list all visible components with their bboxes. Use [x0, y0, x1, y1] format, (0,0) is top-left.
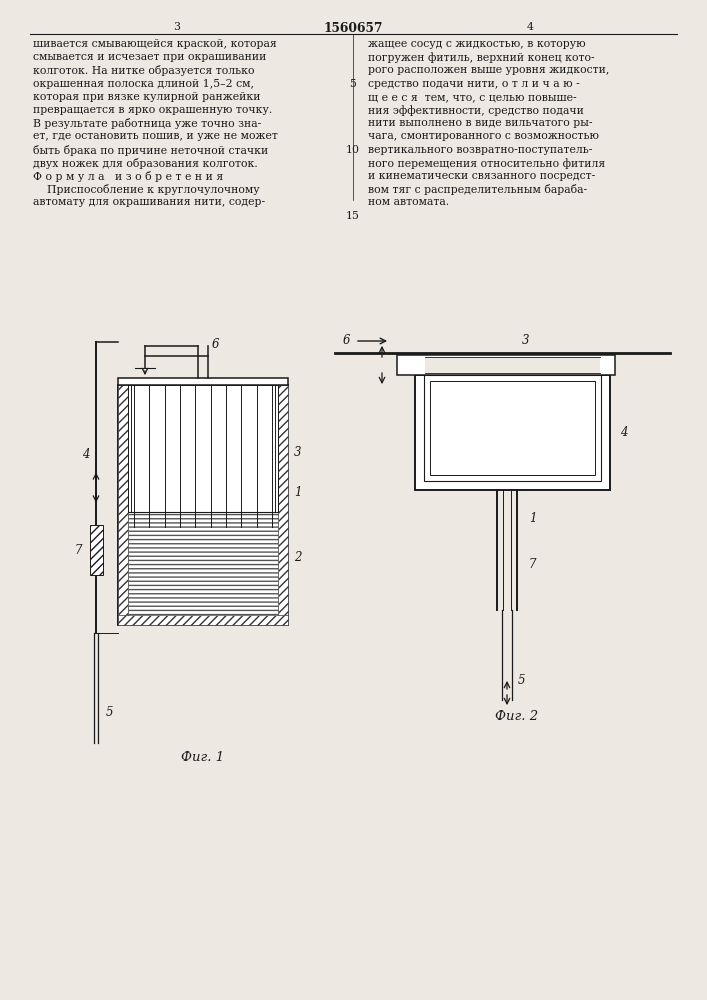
- Text: автомату для окрашивания нити, содер-: автомату для окрашивания нити, содер-: [33, 197, 265, 207]
- Text: 6: 6: [212, 338, 219, 351]
- Text: 4: 4: [527, 22, 534, 32]
- Text: 1: 1: [294, 487, 301, 499]
- Text: щ е е с я  тем, что, с целью повыше-: щ е е с я тем, что, с целью повыше-: [368, 92, 577, 102]
- Text: 7: 7: [74, 544, 82, 556]
- Bar: [118, 385, 128, 615]
- Text: 4: 4: [82, 448, 90, 462]
- Text: 2: 2: [294, 551, 301, 564]
- Text: ет, где остановить пошив, и уже не может: ет, где остановить пошив, и уже не может: [33, 131, 278, 141]
- Bar: [90, 525, 103, 575]
- Text: ного перемещения относительно фитиля: ного перемещения относительно фитиля: [368, 158, 605, 169]
- Text: вом тяг с распределительным бараба-: вом тяг с распределительным бараба-: [368, 184, 587, 195]
- Text: чага, смонтированного с возможностью: чага, смонтированного с возможностью: [368, 131, 599, 141]
- Text: двух ножек для образования колготок.: двух ножек для образования колготок.: [33, 158, 258, 169]
- Text: ном автомата.: ном автомата.: [368, 197, 449, 207]
- Bar: [397, 355, 615, 375]
- Text: 3: 3: [173, 22, 180, 32]
- Bar: [430, 381, 595, 475]
- Bar: [118, 385, 288, 625]
- Text: 5: 5: [518, 674, 525, 686]
- Text: нити выполнено в виде вильчатого ры-: нити выполнено в виде вильчатого ры-: [368, 118, 592, 128]
- Text: 1: 1: [529, 512, 537, 524]
- Text: Ф о р м у л а   и з о б р е т е н и я: Ф о р м у л а и з о б р е т е н и я: [33, 171, 223, 182]
- Text: 3: 3: [294, 446, 301, 459]
- Text: 3: 3: [522, 334, 530, 348]
- Text: 10: 10: [346, 145, 360, 155]
- Text: быть брака по причине неточной стачки: быть брака по причине неточной стачки: [33, 145, 268, 156]
- Text: погружен фитиль, верхний конец кото-: погружен фитиль, верхний конец кото-: [368, 52, 595, 63]
- Bar: [424, 375, 601, 481]
- Text: шивается смывающейся краской, которая: шивается смывающейся краской, которая: [33, 39, 276, 49]
- Text: Фиг. 2: Фиг. 2: [496, 710, 539, 723]
- Text: 7: 7: [529, 558, 537, 572]
- Text: которая при вязке кулирной ранжейки: которая при вязке кулирной ранжейки: [33, 92, 260, 102]
- Text: 5: 5: [349, 79, 356, 89]
- Text: 4: 4: [620, 426, 628, 439]
- Bar: [128, 512, 278, 615]
- Bar: [415, 375, 610, 490]
- Bar: [118, 615, 288, 625]
- Text: жащее сосуд с жидкостью, в которую: жащее сосуд с жидкостью, в которую: [368, 39, 585, 49]
- Text: 1560657: 1560657: [323, 22, 382, 35]
- Bar: [425, 357, 600, 373]
- Text: средство подачи нити, о т л и ч а ю -: средство подачи нити, о т л и ч а ю -: [368, 79, 580, 89]
- Text: Фиг. 1: Фиг. 1: [182, 751, 225, 764]
- Text: колготок. На нитке образуется только: колготок. На нитке образуется только: [33, 65, 255, 76]
- Text: В результате работница уже точно зна-: В результате работница уже точно зна-: [33, 118, 262, 129]
- Bar: [118, 378, 288, 385]
- Text: ния эффективности, средство подачи: ния эффективности, средство подачи: [368, 105, 584, 116]
- Text: 6: 6: [342, 334, 350, 348]
- Text: смывается и исчезает при окрашивании: смывается и исчезает при окрашивании: [33, 52, 267, 62]
- Text: вертикального возвратно-поступатель-: вертикального возвратно-поступатель-: [368, 145, 592, 155]
- Text: превращается в ярко окрашенную точку.: превращается в ярко окрашенную точку.: [33, 105, 272, 115]
- Text: Приспособление к круглочулочному: Приспособление к круглочулочному: [33, 184, 259, 195]
- Text: 5: 5: [106, 706, 114, 720]
- Text: 15: 15: [346, 211, 360, 221]
- Bar: [278, 385, 288, 615]
- Text: окрашенная полоска длиной 1,5–2 см,: окрашенная полоска длиной 1,5–2 см,: [33, 79, 254, 89]
- Text: рого расположен выше уровня жидкости,: рого расположен выше уровня жидкости,: [368, 65, 609, 75]
- Bar: [131, 385, 275, 512]
- Text: и кинематически связанного посредст-: и кинематически связанного посредст-: [368, 171, 595, 181]
